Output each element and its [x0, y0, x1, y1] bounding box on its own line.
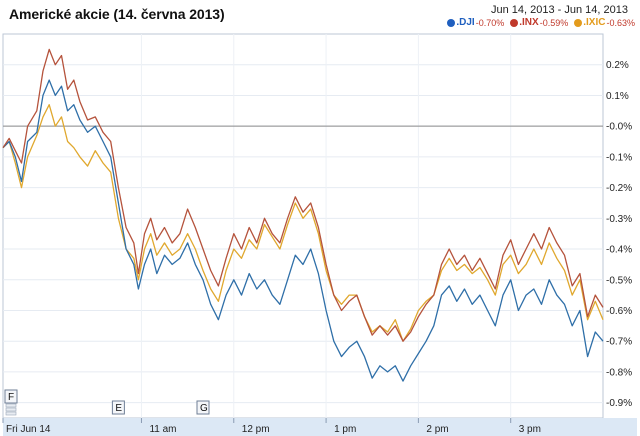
- event-flag-g[interactable]: [196, 400, 210, 415]
- flag-stack-layer: [5, 411, 17, 416]
- legend-change: -0.59%: [539, 17, 569, 28]
- event-flag-f[interactable]: [4, 389, 18, 404]
- series-line-inx: [2, 48, 604, 342]
- event-flag-e[interactable]: [111, 400, 125, 415]
- x-axis-ticks: Fri Jun 14 11 am 12 pm 1 pm 2 pm 3 pm: [2, 418, 541, 435]
- event-flag-label: F: [8, 392, 14, 403]
- series-line-dji: [2, 79, 604, 382]
- y-tick-label: -0.0%: [606, 122, 632, 133]
- y-tick-label: -0.6%: [606, 306, 632, 317]
- y-tick-label: -0.1%: [606, 152, 632, 163]
- x-tick-label: 12 pm: [242, 424, 270, 435]
- legend-item-dji[interactable]: .DJI -0.70%: [447, 17, 504, 28]
- event-flag-label: G: [200, 403, 208, 414]
- y-tick-label: 0.2%: [606, 60, 629, 71]
- series-lines: [2, 48, 604, 382]
- plot-area: [2, 33, 604, 419]
- y-tick-label: -0.2%: [606, 183, 632, 194]
- date-range: Jun 14, 2013 - Jun 14, 2013: [491, 4, 628, 16]
- legend-change: -0.70%: [475, 17, 505, 28]
- chart-title: Americké akcie (14. června 2013): [9, 6, 225, 22]
- legend: .DJI -0.70% .INX -0.59% .IXIC -0.63%: [444, 17, 635, 28]
- ixic-dot-icon: [574, 18, 583, 27]
- legend-change: -0.63%: [606, 17, 635, 28]
- legend-symbol: .IXIC: [583, 17, 606, 28]
- x-tick-label: 3 pm: [519, 424, 541, 435]
- dji-dot-icon: [447, 18, 456, 27]
- x-axis-band: [3, 418, 637, 436]
- y-tick-label: 0.1%: [606, 91, 629, 102]
- series-line-ixic: [2, 104, 604, 342]
- x-tick-label: 1 pm: [334, 424, 356, 435]
- y-tick-label: -0.9%: [606, 398, 632, 409]
- flag-stack-layer: [5, 403, 17, 408]
- legend-symbol: .DJI: [456, 17, 475, 28]
- legend-symbol: .INX: [519, 17, 539, 28]
- y-tick-label: -0.3%: [606, 214, 632, 225]
- legend-item-ixic[interactable]: .IXIC -0.63%: [574, 17, 635, 28]
- flag-stack-layer: [5, 407, 17, 412]
- y-tick-label: -0.7%: [606, 337, 632, 348]
- gridlines: [3, 34, 603, 418]
- event-markers: F E G: [4, 389, 210, 416]
- y-tick-label: -0.5%: [606, 275, 632, 286]
- x-tick-label: Fri Jun 14: [6, 424, 51, 435]
- y-tick-label: -0.8%: [606, 367, 632, 378]
- legend-item-inx[interactable]: .INX -0.59%: [510, 17, 568, 28]
- inx-dot-icon: [510, 18, 519, 27]
- y-axis-ticks: 0.2% 0.1% -0.0% -0.1% -0.2% -0.3% -0.4% -0.5% -0…: [606, 60, 632, 409]
- event-flag-label: E: [115, 403, 122, 414]
- y-tick-label: -0.4%: [606, 245, 632, 256]
- x-tick-label: 11 am: [149, 424, 176, 435]
- x-tick-label: 2 pm: [426, 424, 448, 435]
